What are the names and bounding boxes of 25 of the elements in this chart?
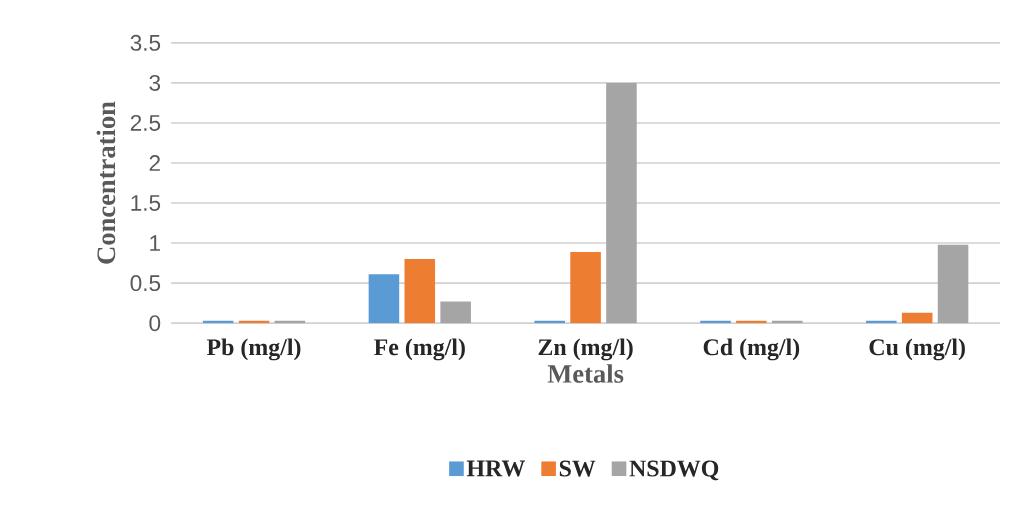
legend-label: SW: [559, 460, 596, 477]
y-tick-label: 0.5: [130, 275, 161, 292]
y-tick-label: 2.5: [130, 114, 161, 131]
bar: [368, 274, 400, 324]
y-tick-label: 0: [149, 315, 161, 332]
bar: [901, 312, 933, 324]
y-tick-label: 1.5: [131, 195, 161, 211]
bar: [440, 301, 471, 324]
x-tick-label: Cd (mg/l): [703, 338, 800, 361]
y-axis-title: Concentration: [96, 101, 116, 264]
x-tick-label: Pb (mg/l): [206, 338, 301, 361]
x-tick-label: Cu (mg/l): [869, 338, 965, 361]
legend-label: HRW: [466, 460, 525, 477]
x-axis-title: Metals: [547, 364, 624, 383]
y-tick-label: 1: [150, 235, 160, 251]
bar: [570, 251, 601, 324]
y-tick-label: 2: [149, 155, 160, 171]
y-tick-label: 3.5: [130, 34, 161, 51]
y-tick-label: 3: [149, 74, 161, 91]
bar: [404, 259, 436, 324]
bar: [937, 244, 969, 324]
legend-label: NSDWQ: [629, 460, 719, 481]
x-tick-label: Fe (mg/l): [374, 338, 465, 361]
x-tick-label: Zn (mg/l): [538, 338, 633, 361]
bar: [606, 82, 637, 324]
